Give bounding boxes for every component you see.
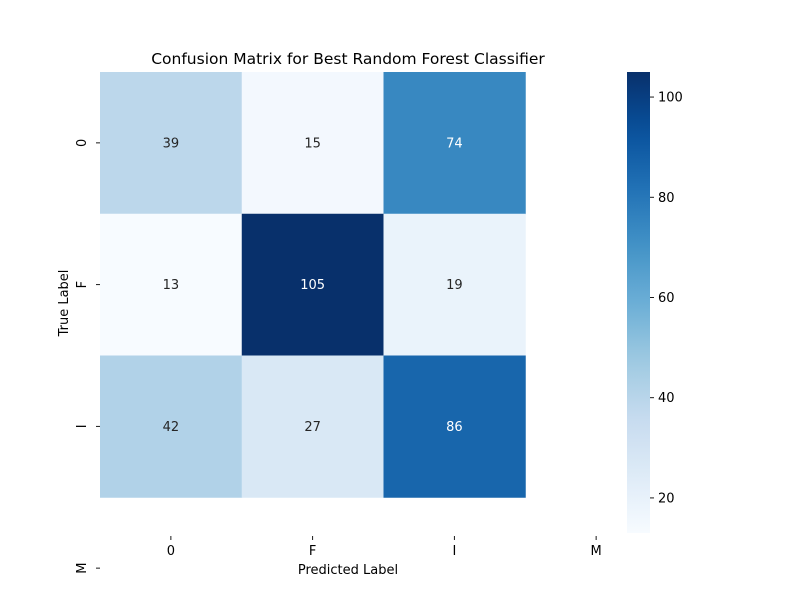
heatmap-cell (241, 72, 384, 215)
y-axis-ticks: 0 F I M (75, 139, 100, 574)
colorbar-tick-label: 20 (658, 491, 675, 506)
heatmap-cell (100, 72, 243, 215)
cell-value-label: 39 (163, 136, 180, 151)
cell-value-label: 13 (163, 278, 180, 293)
cell-value-label: 105 (300, 278, 325, 293)
y-tick-label: F (75, 281, 90, 288)
colorbar-gradient (627, 72, 650, 533)
heatmap-cells (100, 72, 526, 498)
y-axis-label: True Label (57, 270, 72, 338)
heatmap-cell (241, 213, 384, 356)
heatmap-cell (383, 72, 526, 215)
x-axis-label: Predicted Label (298, 563, 398, 578)
colorbar-tick-label: 40 (658, 391, 675, 406)
y-tick-label: M (75, 563, 90, 574)
cell-value-label: 15 (304, 136, 321, 151)
heatmap-cell (100, 355, 243, 498)
x-axis-ticks: 0 F I M (167, 536, 602, 559)
colorbar-tick-label: 100 (658, 91, 683, 106)
y-tick-label: 0 (75, 139, 90, 147)
x-tick-label: I (452, 544, 456, 559)
colorbar-tick-label: 60 (658, 291, 675, 306)
cell-value-label: 19 (446, 278, 463, 293)
heatmap-cell (383, 213, 526, 356)
cell-value-label: 27 (304, 420, 321, 435)
y-tick-label: I (75, 424, 90, 428)
chart-title: Confusion Matrix for Best Random Forest … (151, 50, 545, 68)
x-tick-label: F (309, 544, 316, 559)
heatmap-cell (241, 355, 384, 498)
cell-value-label: 42 (163, 420, 180, 435)
x-tick-label: M (591, 544, 602, 559)
cell-value-label: 74 (446, 136, 463, 151)
colorbar-tick-label: 80 (658, 191, 675, 206)
colorbar: 20 40 60 80 100 (627, 72, 683, 533)
cell-value-label: 86 (446, 420, 463, 435)
heatmap-cell (100, 213, 243, 356)
x-tick-label: 0 (167, 544, 175, 559)
heatmap-cell (383, 355, 526, 498)
cell-annotations: 39 15 74 13 105 19 42 27 86 (163, 136, 463, 435)
